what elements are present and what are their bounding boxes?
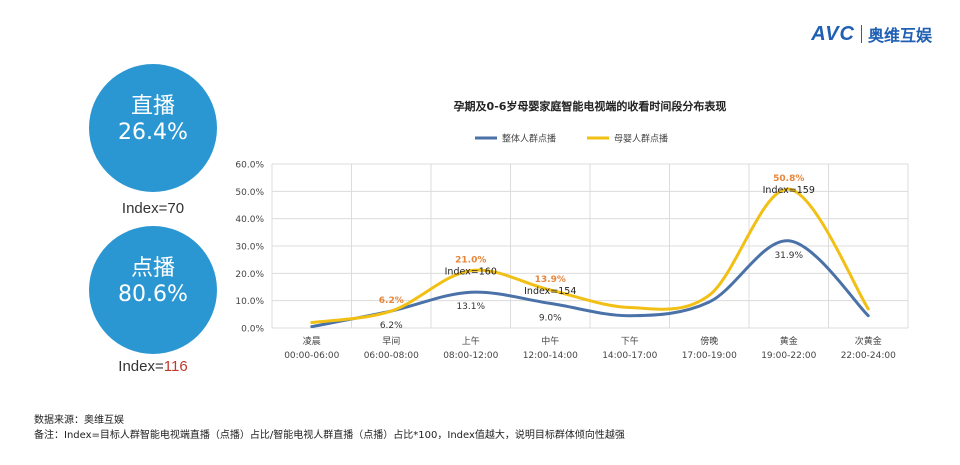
legend-label-0: 整体人群点播 [502, 133, 556, 145]
x-tick-sublabel: 08:00-12:00 [443, 351, 498, 361]
x-tick-sublabel: 19:00-22:00 [761, 351, 816, 361]
x-tick-sublabel: 06:00-08:00 [364, 351, 419, 361]
data-label: 9.0% [539, 313, 562, 323]
series-line-0 [310, 239, 870, 329]
x-tick-sublabel: 14:00-17:00 [602, 351, 657, 361]
vod-label: 点播 [130, 256, 175, 281]
y-tick-label: 20.0% [235, 270, 264, 280]
footnotes: 数据来源：奥维互娱 备注：Index=目标人群智能电视端直播（点播）占比/智能电… [34, 413, 625, 443]
index-annotation: Index=160 [445, 267, 497, 278]
x-tick-label: 上午 [462, 335, 480, 347]
live-index: Index=70 [89, 200, 217, 217]
data-label: 31.9% [774, 251, 803, 261]
x-tick-label: 傍晚 [700, 335, 718, 347]
vod-value: 80.6% [118, 282, 188, 307]
brand-name: 奥维互娱 [867, 26, 932, 45]
x-tick-sublabel: 12:00-14:00 [523, 351, 578, 361]
live-index-value: 70 [167, 200, 185, 217]
x-tick-sublabel: 17:00-19:00 [682, 351, 737, 361]
vod-index: Index=116 [89, 358, 217, 375]
series-line-1 [310, 187, 870, 325]
x-tick-label: 中午 [541, 335, 559, 347]
x-tick-label: 早间 [382, 335, 400, 347]
y-tick-label: 50.0% [235, 188, 264, 198]
y-tick-label: 0.0% [241, 325, 264, 335]
brand-logo: AVC 奥维互娱 [811, 22, 932, 46]
x-tick-label: 次黄金 [855, 335, 882, 347]
y-tick-label: 40.0% [235, 215, 264, 225]
index-annotation: Index=159 [763, 185, 815, 196]
legend-label-1: 母婴人群点播 [614, 133, 668, 145]
live-index-label: Index= [121, 200, 168, 217]
data-label: 6.2% [380, 321, 403, 331]
x-tick-label: 下午 [621, 335, 639, 347]
y-tick-label: 60.0% [235, 161, 264, 171]
x-tick-sublabel: 00:00-06:00 [284, 351, 339, 361]
live-share-circle: 直播 26.4% [89, 64, 217, 192]
data-label: 6.2% [379, 296, 404, 306]
y-tick-label: 10.0% [235, 297, 264, 307]
chart-title: 孕期及0-6岁母婴家庭智能电视端的收看时间段分布表现 [454, 99, 727, 113]
x-tick-label: 凌晨 [303, 335, 321, 347]
vod-index-value: 116 [163, 358, 188, 375]
y-tick-label: 30.0% [235, 243, 264, 253]
live-value: 26.4% [118, 120, 188, 145]
x-tick-sublabel: 22:00-24:00 [841, 351, 896, 361]
vod-index-label: Index= [118, 358, 164, 375]
data-label: 13.1% [456, 302, 485, 312]
x-tick-label: 黄金 [780, 335, 798, 347]
vod-share-circle: 点播 80.6% [89, 226, 217, 354]
data-label: 21.0% [455, 256, 486, 266]
brand-mark: AVC [811, 22, 855, 45]
brand-separator [860, 25, 862, 43]
index-annotation: Index=154 [524, 286, 576, 297]
remark-note: 备注：Index=目标人群智能电视端直播（点播）占比/智能电视人群直播（点播）占… [34, 430, 625, 441]
data-label: 50.8% [773, 174, 804, 184]
live-label: 直播 [130, 94, 175, 119]
source-note: 数据来源：奥维互娱 [34, 415, 124, 426]
data-label: 13.9% [535, 275, 566, 285]
